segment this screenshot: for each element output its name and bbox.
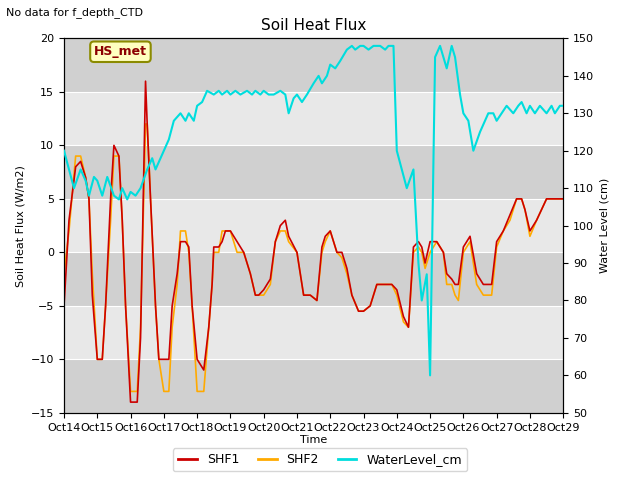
X-axis label: Time: Time — [300, 435, 327, 445]
Y-axis label: Soil Heat Flux (W/m2): Soil Heat Flux (W/m2) — [15, 165, 26, 287]
SHF1 — [127, 399, 134, 405]
Bar — [64, 92, 563, 145]
WaterLevel_cm — [503, 103, 511, 108]
SHF2 — [188, 303, 196, 309]
Line: SHF2: SHF2 — [64, 124, 563, 391]
SHF2 — [526, 233, 534, 239]
WaterLevel_cm — [356, 43, 364, 49]
Bar — [64, 38, 563, 92]
WaterLevel_cm — [390, 43, 397, 49]
WaterLevel_cm — [426, 372, 434, 378]
WaterLevel_cm — [360, 43, 367, 49]
Bar — [64, 360, 563, 413]
SHF2 — [60, 271, 68, 276]
WaterLevel_cm — [559, 103, 567, 108]
Bar — [64, 306, 563, 360]
SHF2 — [538, 207, 545, 213]
WaterLevel_cm — [60, 148, 68, 154]
SHF2 — [521, 207, 529, 213]
SHF1 — [521, 207, 529, 213]
SHF2 — [141, 121, 149, 127]
WaterLevel_cm — [348, 43, 356, 49]
Text: No data for f_depth_CTD: No data for f_depth_CTD — [6, 7, 143, 18]
Bar — [64, 252, 563, 306]
SHF1 — [348, 292, 356, 298]
SHF2 — [127, 388, 134, 394]
SHF2 — [513, 196, 520, 202]
Line: SHF1: SHF1 — [64, 81, 563, 402]
SHF1 — [526, 228, 534, 234]
SHF2 — [559, 196, 567, 202]
Legend: SHF1, SHF2, WaterLevel_cm: SHF1, SHF2, WaterLevel_cm — [173, 448, 467, 471]
Title: Soil Heat Flux: Soil Heat Flux — [261, 18, 366, 33]
Bar — [64, 199, 563, 252]
WaterLevel_cm — [77, 167, 84, 172]
SHF1 — [188, 303, 196, 309]
SHF1 — [559, 196, 567, 202]
Line: WaterLevel_cm: WaterLevel_cm — [64, 46, 563, 375]
Text: HS_met: HS_met — [94, 45, 147, 58]
SHF1 — [513, 196, 520, 202]
SHF1 — [538, 207, 545, 213]
SHF1 — [60, 303, 68, 309]
SHF2 — [348, 292, 356, 298]
Y-axis label: Water Level (cm): Water Level (cm) — [600, 178, 610, 273]
Bar — [64, 145, 563, 199]
SHF1 — [141, 78, 149, 84]
WaterLevel_cm — [410, 167, 417, 172]
